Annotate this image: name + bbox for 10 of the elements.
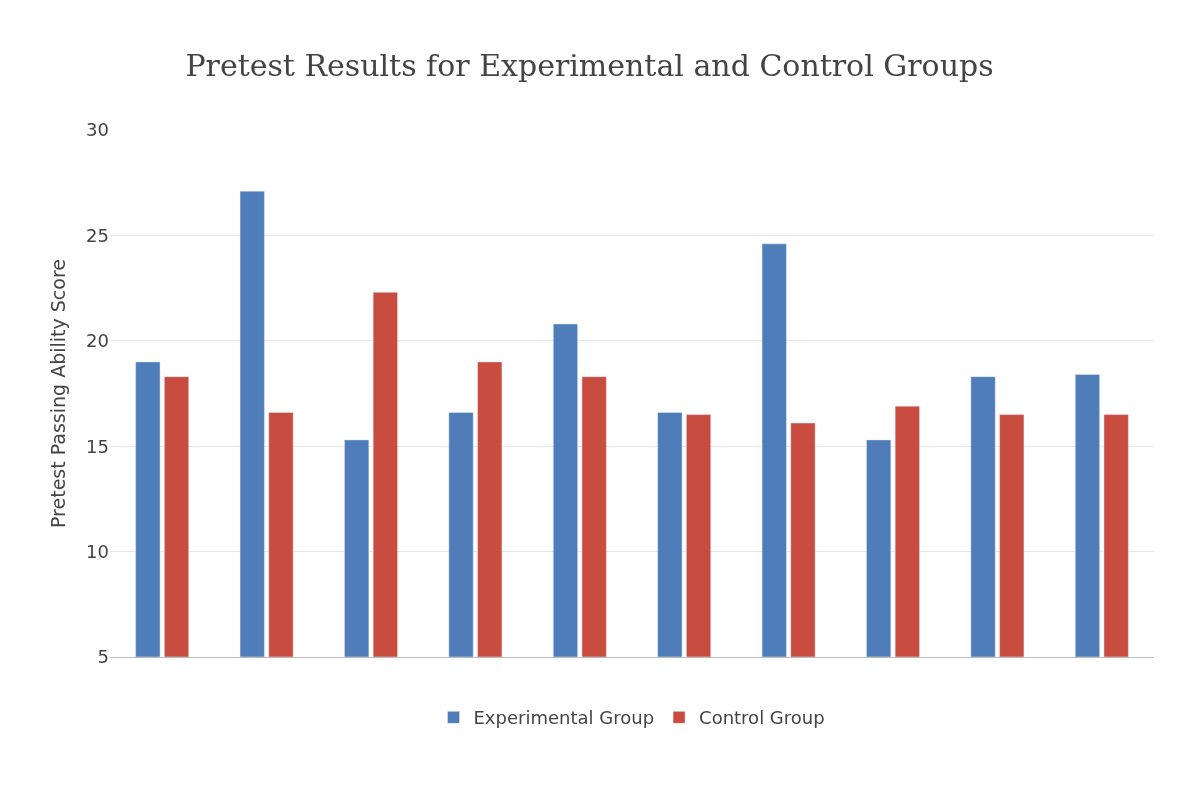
- y-tick-label: 10: [86, 540, 109, 562]
- y-tick-label: 15: [86, 435, 109, 457]
- chart-title: Pretest Results for Experimental and Control Groups: [185, 48, 994, 84]
- y-tick-label: 30: [86, 119, 109, 141]
- legend-label: Control Group: [699, 707, 825, 729]
- y-tick-label: 5: [97, 646, 109, 668]
- y-tick-label: 20: [86, 330, 109, 352]
- y-axis-title: Pretest Passing Ability Score: [46, 258, 69, 529]
- legend-label: Experimental Group: [473, 707, 655, 729]
- y-tick-label: 25: [86, 224, 109, 246]
